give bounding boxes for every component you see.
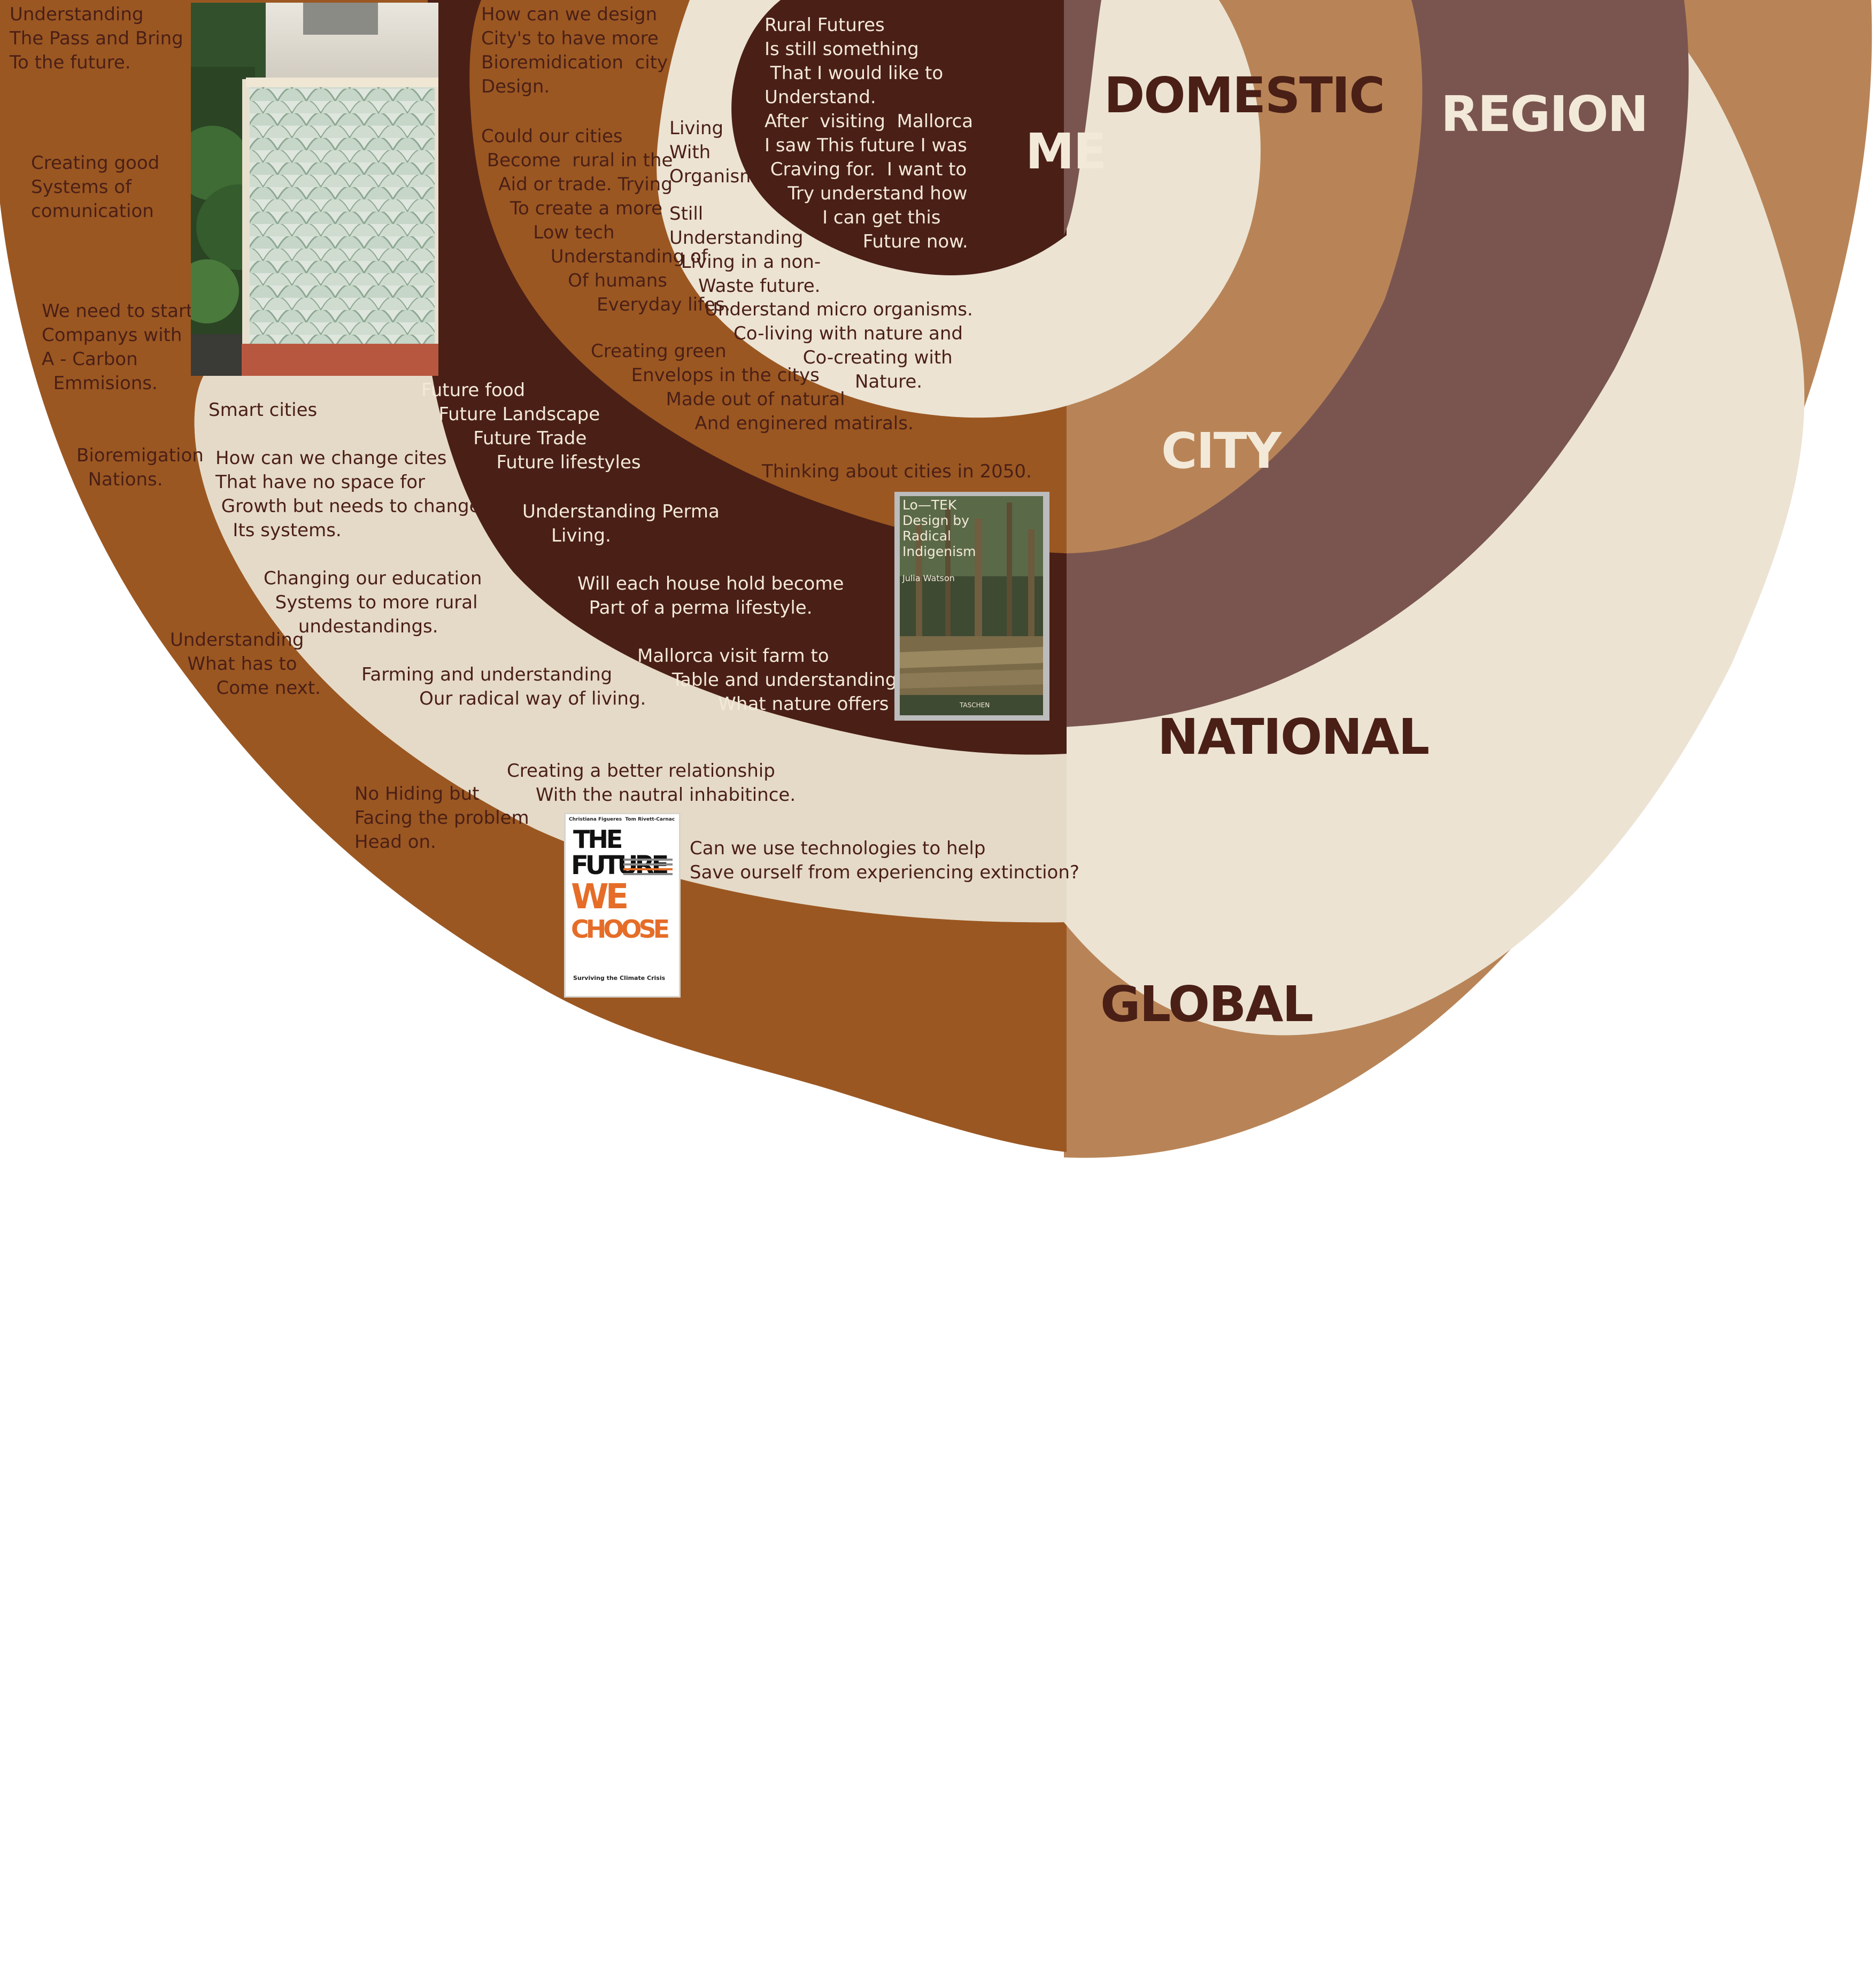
note-rural-futures: Rural Futures Is still something That I … xyxy=(765,14,974,252)
book-fwc-line1: THE xyxy=(573,825,623,854)
book-fwc-authors: Christiana Figueres Tom Rivett-Carnac xyxy=(569,817,675,822)
level-label-domestic: DOMESTIC xyxy=(1104,67,1385,124)
level-label-region: REGION xyxy=(1441,86,1649,143)
level-label-city: CITY xyxy=(1161,422,1281,480)
note-change-cities: How can we change cites That have no spa… xyxy=(215,447,481,541)
note-mallorca-farm: Mallorca visit farm to Table and underst… xyxy=(637,645,921,715)
book-lotek-cover xyxy=(894,492,1049,721)
book-lotek-title: Lo—TEK Design by Radical Indigenism xyxy=(902,497,976,559)
note-smart-cities: Smart cities xyxy=(209,399,318,421)
note-future-list: Future food Future Landscape Future Trad… xyxy=(421,380,641,473)
book-fwc-blurb xyxy=(623,856,673,888)
note-relationship: Creating a better relationship With the … xyxy=(507,760,796,806)
note-design-cities: How can we design City's to have more Bi… xyxy=(481,4,668,97)
book-lotek-publisher: TASCHEN xyxy=(960,701,990,709)
ring-me-left xyxy=(731,0,1067,275)
note-bioremigation: Bioremigation Nations. xyxy=(76,445,204,490)
book-fwc-subtitle: Surviving the Climate Crisis xyxy=(573,975,666,982)
level-label-me: ME xyxy=(1025,123,1107,180)
note-what-next: Understanding What has to Come next. xyxy=(170,629,321,699)
book-lotek-author: Julia Watson xyxy=(902,573,955,583)
note-good-systems: Creating good Systems of comunication xyxy=(31,152,160,222)
level-label-global: GLOBAL xyxy=(1100,976,1314,1033)
note-cities-2050: Thinking about cities in 2050. xyxy=(762,461,1032,482)
note-green-envelops: Creating green Envelops in the citys Mad… xyxy=(591,341,914,434)
book-fwc-line3: WE xyxy=(571,877,629,917)
note-farming: Farming and understanding Our radical wa… xyxy=(361,664,646,709)
book-future-we-choose: Christiana Figueres Tom Rivett-Carnac TH… xyxy=(564,813,681,998)
note-technologies: Can we use technologies to help Save our… xyxy=(690,838,1079,883)
note-understanding-pass: Understanding The Pass and Bring To the … xyxy=(10,4,183,73)
note-perma-living: Understanding Perma Living. xyxy=(522,501,720,546)
note-still-understanding: Still Understanding Living in a non- Was… xyxy=(669,203,821,297)
ring-me-right xyxy=(1064,0,1101,235)
note-carbon: We need to start Companys with A - Carbo… xyxy=(42,300,194,394)
facade-photo-graphic xyxy=(191,3,438,376)
level-label-national: NATIONAL xyxy=(1157,708,1430,766)
book-fwc-line4: CHOOSE xyxy=(571,915,670,944)
book-lotek: Lo—TEK Design by Radical Indigenism Juli… xyxy=(894,492,1049,721)
note-education: Changing our education Systems to more r… xyxy=(264,568,482,637)
facade-photo xyxy=(191,3,438,376)
note-house-hold: Will each house hold become Part of a pe… xyxy=(577,573,844,619)
note-living-organisms: Living With Organisms xyxy=(669,118,767,187)
note-micro-organisms: Understand micro organisms. Co-living wi… xyxy=(705,299,973,392)
note-no-hiding: No Hiding but Facing the problem Head on… xyxy=(354,783,529,853)
note-could-cities: Could our cities Become rural in the Aid… xyxy=(481,126,731,315)
